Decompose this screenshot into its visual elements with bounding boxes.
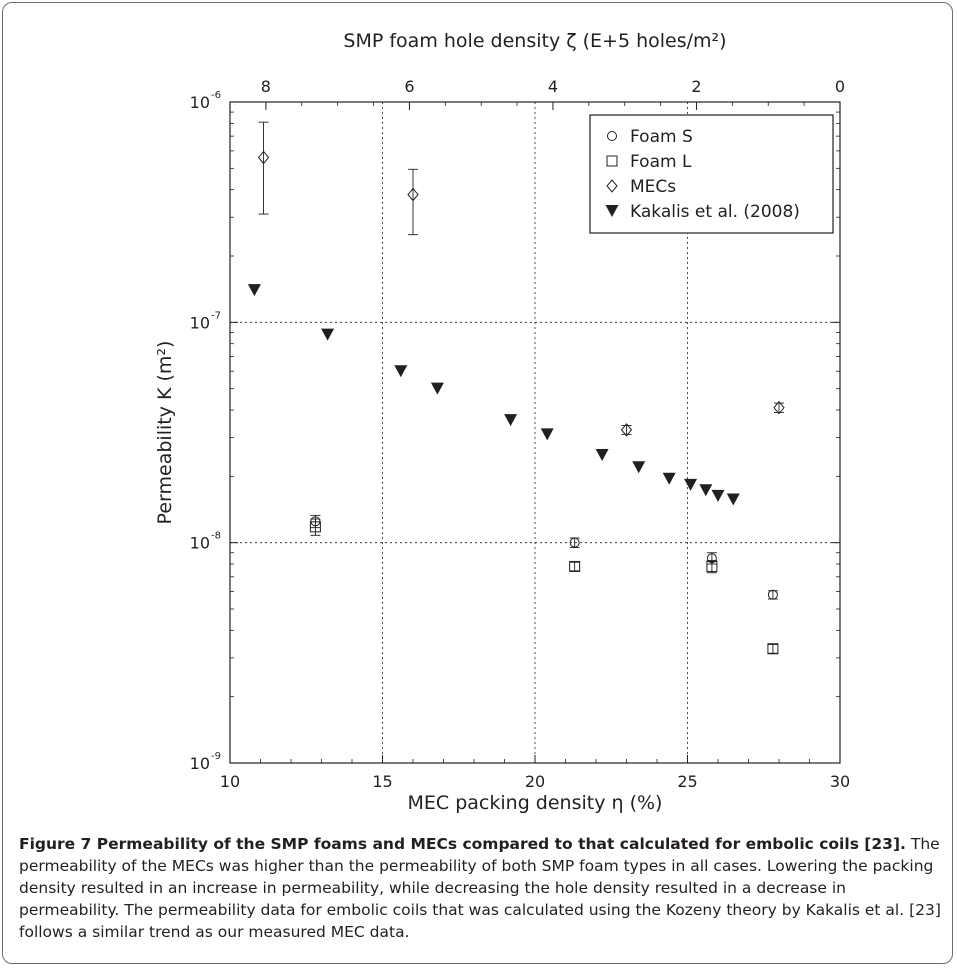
- x-tick-label: 25: [677, 772, 697, 791]
- y-tick-exponent: -7: [211, 310, 221, 321]
- series-diamond: [257, 121, 785, 437]
- y-tick-exponent: -6: [211, 90, 221, 101]
- legend-marker: [607, 131, 617, 141]
- legend-marker: [606, 179, 618, 193]
- data-point: [257, 150, 270, 165]
- data-point: [684, 478, 698, 491]
- top-tick-label: 2: [691, 77, 701, 96]
- y-tick-label: 10: [190, 313, 210, 332]
- data-marks: [247, 121, 785, 655]
- legend-label: Foam S: [630, 127, 693, 147]
- data-point: [504, 414, 518, 427]
- data-point: [309, 521, 321, 533]
- data-point: [662, 472, 676, 485]
- data-point: [620, 423, 633, 437]
- data-point: [430, 382, 444, 395]
- legend-label: Kakalis et al. (2008): [630, 202, 800, 222]
- y-tick-label: 10: [190, 93, 210, 112]
- legend-marker: [606, 155, 618, 167]
- data-point: [711, 489, 725, 502]
- x-axis-title: MEC packing density η (%): [408, 792, 663, 814]
- x-tick-label: 30: [830, 772, 850, 791]
- top-axis-title: SMP foam hole density ζ (E+5 holes/m²): [343, 30, 726, 52]
- data-point: [540, 428, 554, 441]
- data-point: [569, 537, 580, 548]
- legend-label: MECs: [630, 177, 676, 197]
- data-point: [407, 187, 419, 202]
- x-tick-label: 20: [525, 772, 545, 791]
- series-square: [309, 518, 779, 655]
- data-point: [247, 284, 261, 297]
- caption-title: Figure 7 Permeability of the SMP foams a…: [19, 835, 906, 853]
- data-point: [569, 560, 581, 572]
- data-point: [394, 365, 408, 378]
- axis-ticks: 10 15 20 25 308 6 4 2 010-910-810-710-6: [190, 77, 851, 791]
- data-point: [699, 484, 713, 497]
- legend-box: [589, 114, 834, 234]
- data-point: [595, 448, 609, 461]
- caption-body: The permeability of the MECs was higher …: [19, 835, 941, 941]
- x-tick-label: 15: [372, 772, 392, 791]
- data-point: [773, 400, 785, 415]
- data-point: [726, 493, 740, 506]
- data-point: [321, 328, 335, 341]
- y-tick-label: 10: [190, 754, 210, 773]
- legend-label: Foam L: [630, 152, 692, 172]
- data-point: [767, 589, 778, 600]
- y-tick-exponent: -9: [211, 751, 221, 762]
- series-triangle-down: [247, 284, 740, 506]
- y-tick-exponent: -8: [211, 531, 221, 542]
- data-point: [767, 643, 779, 655]
- series-circle: [310, 514, 778, 600]
- legend-marker: [605, 205, 619, 217]
- chart: 10 15 20 25 308 6 4 2 010-910-810-710-6 SMP foam…: [154, 30, 851, 814]
- top-tick-label: 6: [404, 77, 414, 96]
- legend: Foam S Foam L MECs Kakalis et al. (2008): [589, 114, 834, 234]
- figure-caption: Figure 7 Permeability of the SMP foams a…: [19, 833, 944, 943]
- top-tick-label: 4: [548, 77, 558, 96]
- data-point: [632, 461, 646, 474]
- top-tick-label: 0: [835, 77, 845, 96]
- data-point: [706, 560, 718, 572]
- x-tick-label: 10: [220, 772, 240, 791]
- y-axis-title: Permeability K (m²): [154, 341, 176, 525]
- top-tick-label: 8: [261, 77, 271, 96]
- y-tick-label: 10: [190, 534, 210, 553]
